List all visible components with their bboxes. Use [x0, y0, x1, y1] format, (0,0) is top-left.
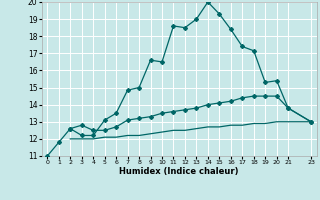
X-axis label: Humidex (Indice chaleur): Humidex (Indice chaleur) — [119, 167, 239, 176]
